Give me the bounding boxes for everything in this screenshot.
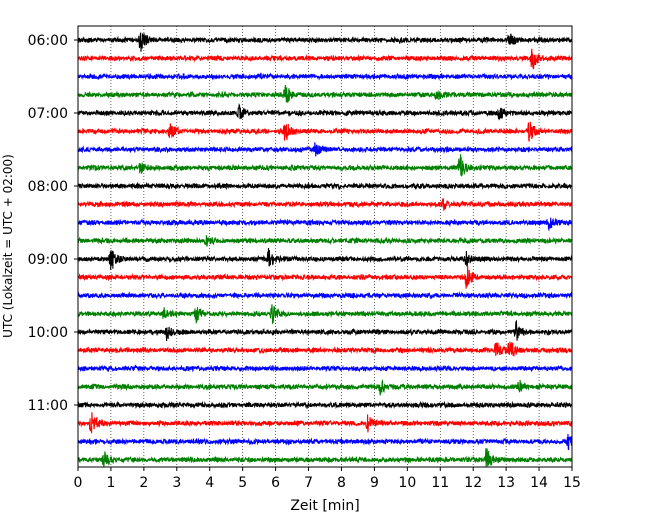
x-tick-label: 8 [337,475,346,491]
seismic-trace [78,102,572,121]
y-tick-label: 07:00 [28,106,68,122]
y-tick-label: 08:00 [28,179,68,195]
seismic-trace [78,235,572,247]
x-tick-label: 15 [563,475,581,491]
y-tick-label: 10:00 [28,325,68,341]
seismic-trace [78,448,572,467]
seismic-trace [78,142,572,157]
y-tick-label: 11:00 [28,398,68,414]
seismic-trace [78,291,572,300]
seismic-trace [78,433,572,451]
x-axis-ticks: 0 1 2 3 4 5 6 7 8 9 10 11 12 13 14 15 [74,467,581,491]
seismic-trace [78,181,572,191]
x-tick-label: 13 [497,475,515,491]
y-tick-label: 09:00 [28,252,68,268]
seismic-trace [78,412,572,434]
x-tick-label: 10 [398,475,416,491]
x-tick-label: 0 [74,475,83,491]
seismic-trace [78,32,572,52]
seismic-trace [78,400,572,410]
seismic-trace [78,379,572,396]
x-tick-label: 7 [304,475,313,491]
x-tick-label: 1 [106,475,115,491]
x-tick-label: 12 [464,475,482,491]
y-axis-ticks: 06:00 07:00 08:00 09:00 10:00 11:00 [28,33,78,414]
seismic-trace [78,198,572,211]
x-tick-label: 3 [172,475,181,491]
x-tick-label: 5 [238,475,247,491]
seismic-trace [78,48,572,70]
seismic-trace [78,319,572,341]
seismic-trace [78,121,572,142]
x-tick-label: 6 [271,475,280,491]
seismic-trace [78,217,572,232]
plot-frame [77,25,573,468]
seismic-trace [78,364,572,373]
seismic-trace [78,341,572,357]
y-axis-label: UTC (Lokalzeit = UTC + 02:00) [1,154,15,338]
seismic-trace [78,72,572,81]
seismic-trace [78,84,572,103]
x-tick-label: 2 [139,475,148,491]
x-axis-label: Zeit [min] [290,498,359,514]
seismic-trace [78,248,572,271]
x-tick-label: 11 [431,475,449,491]
traces-group [78,32,572,467]
vertical-grid [110,26,540,467]
seismic-trace [78,154,572,177]
x-tick-label: 4 [205,475,214,491]
y-tick-label: 06:00 [28,33,68,49]
x-tick-label: 9 [370,475,379,491]
seismic-trace [78,304,572,325]
seismic-trace [78,265,572,289]
x-tick-label: 14 [530,475,548,491]
